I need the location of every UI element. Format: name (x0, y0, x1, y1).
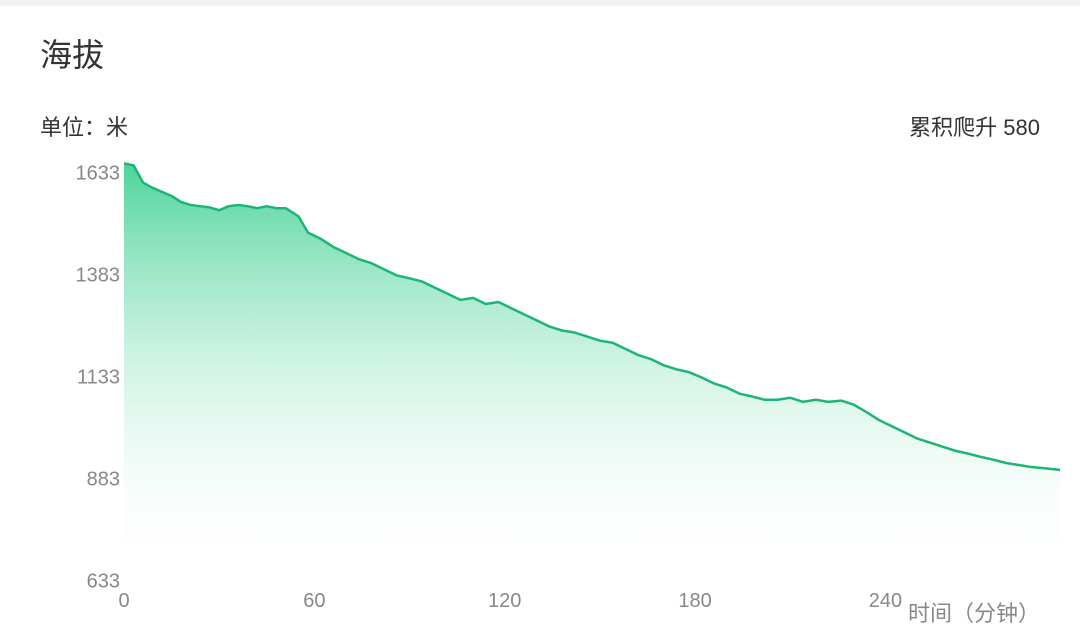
x-tick-label: 60 (303, 590, 325, 613)
cumulative-ascent-label: 累积爬升 580 (909, 110, 1040, 142)
chart-title: 海拔 (40, 30, 104, 76)
y-tick-label: 1633 (50, 163, 120, 186)
x-tick-label: 120 (488, 590, 521, 613)
unit-label: 单位：米 (40, 110, 128, 142)
elevation-chart: 1633 1383 1133 883 633 0 60 120 180 240 (40, 154, 1060, 582)
x-tick-label: 0 (118, 590, 129, 613)
y-tick-label: 633 (50, 571, 120, 594)
elevation-card: 海拔 单位：米 累积爬升 580 1633 1383 1133 883 633 … (0, 6, 1080, 642)
x-tick-label: 240 (869, 590, 902, 613)
elevation-area-plot (124, 154, 1060, 582)
y-tick-label: 883 (50, 469, 120, 492)
x-axis-label: 时间（分钟） (908, 596, 1040, 628)
x-tick-label: 180 (678, 590, 711, 613)
y-tick-label: 1383 (50, 265, 120, 288)
y-tick-label: 1133 (50, 367, 120, 390)
